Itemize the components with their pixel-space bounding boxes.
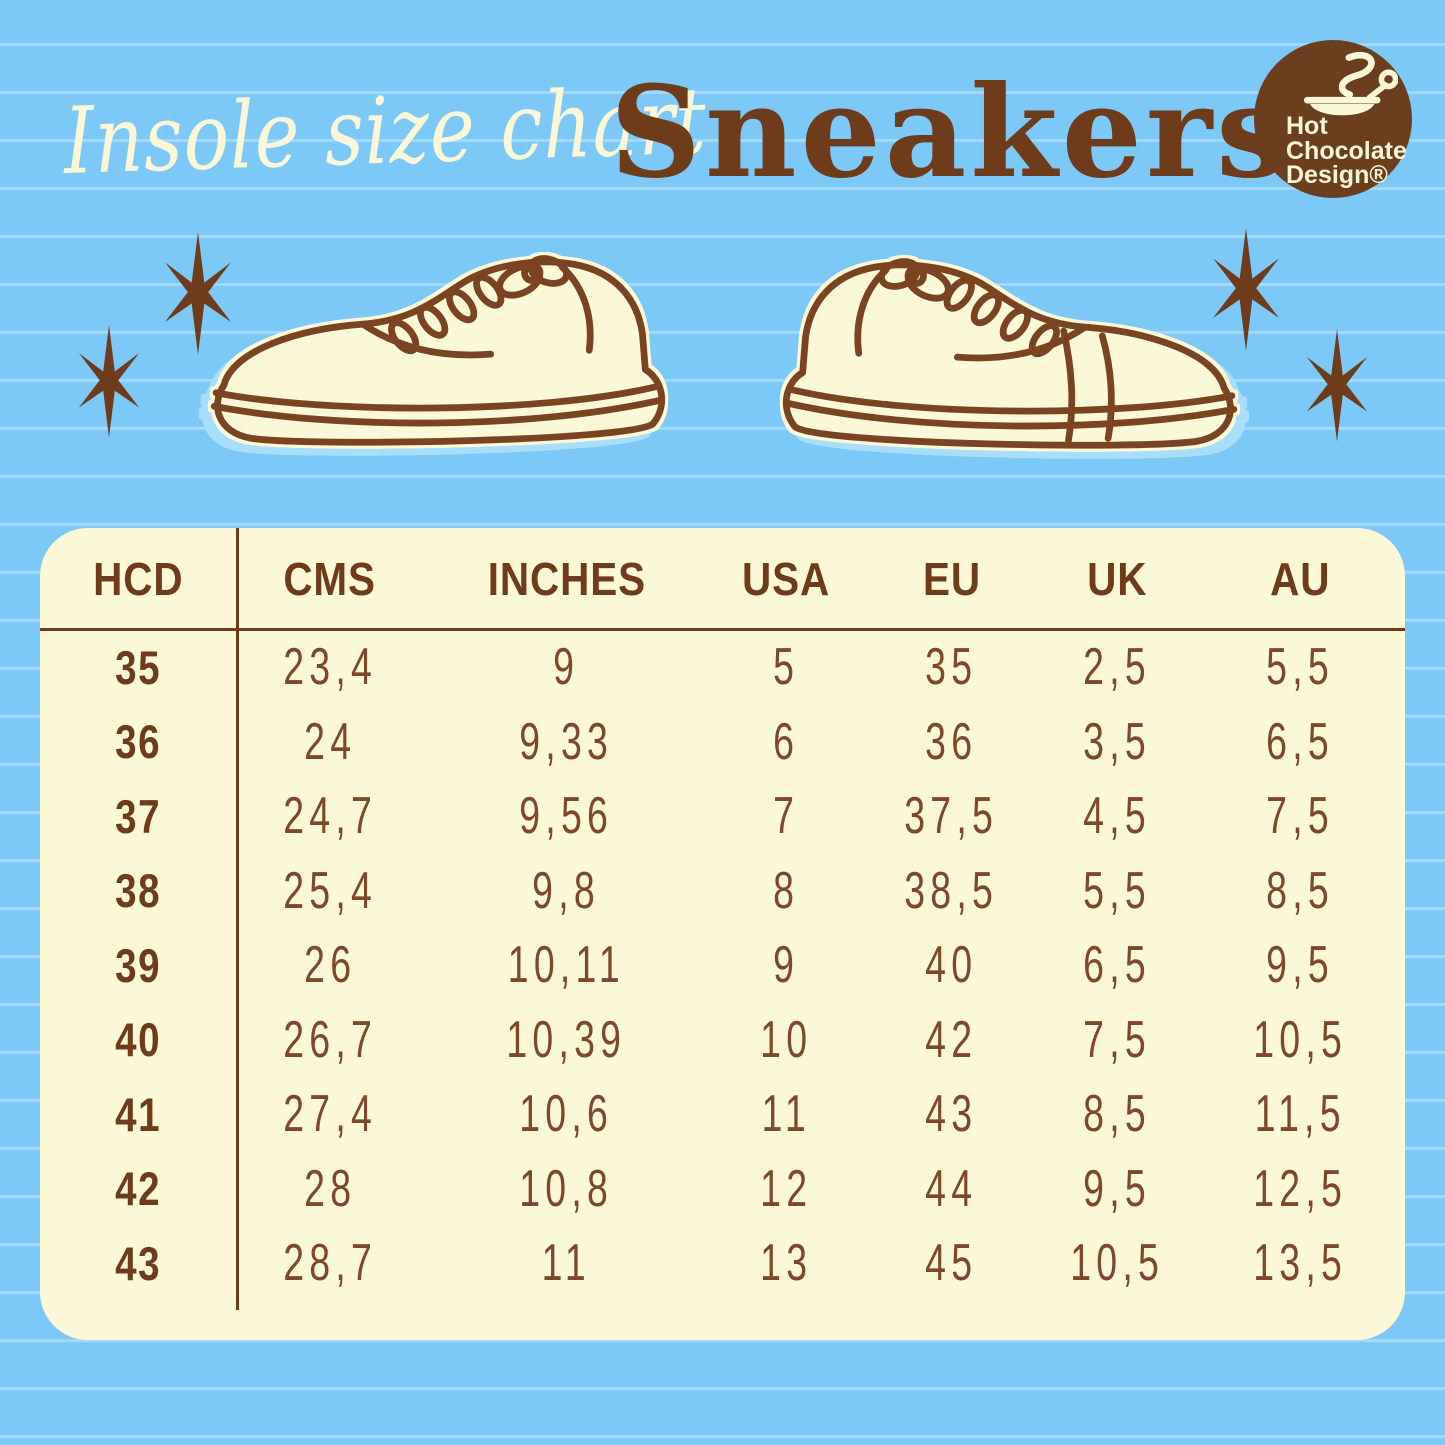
- star-icon: [74, 324, 144, 445]
- table-cell: 37,5: [904, 787, 999, 846]
- table-cell: 12: [760, 1159, 813, 1218]
- table-cell: 45: [925, 1234, 978, 1293]
- table-cell: 10,5: [1070, 1234, 1165, 1293]
- table-cell: 6,5: [1266, 712, 1334, 771]
- row-label-hcd: 37: [115, 789, 162, 843]
- table-cell: 9,5: [1266, 936, 1334, 995]
- table-cell: 10: [760, 1010, 813, 1069]
- star-icon: [160, 230, 236, 363]
- row-label-hcd: 41: [115, 1087, 162, 1141]
- table-cell: 9: [773, 936, 800, 995]
- table-cell: 26: [303, 936, 357, 995]
- column-header-au: AU: [1269, 553, 1331, 605]
- table-header-row: HCD CMS INCHES USA EU UK AU: [40, 528, 1405, 630]
- table-cell: 12,5: [1253, 1159, 1347, 1218]
- table-cell: 36: [925, 712, 978, 771]
- row-label-hcd: 35: [115, 640, 162, 694]
- table-cell: 13,5: [1253, 1234, 1347, 1293]
- table-cell: 24,7: [283, 787, 377, 846]
- table-cell: 38,5: [904, 861, 999, 920]
- table-cell: 10,5: [1253, 1010, 1347, 1069]
- table-cell: 13: [760, 1234, 813, 1293]
- column-header-uk: UK: [1087, 553, 1148, 605]
- table-cell: 25,4: [283, 861, 377, 920]
- table-cell: 24: [303, 712, 357, 771]
- row-label-hcd: 39: [115, 938, 162, 992]
- table-cell: 9: [553, 638, 580, 697]
- coffee-cup-icon: [1294, 50, 1399, 127]
- column-header-inches: INCHES: [487, 553, 646, 605]
- column-header-cms: CMS: [283, 553, 377, 605]
- table-cell: 43: [925, 1085, 978, 1144]
- table-cell: 5,5: [1083, 861, 1152, 920]
- table-cell: 10,11: [507, 936, 626, 995]
- table-cell: 28,7: [283, 1234, 377, 1293]
- table-cell: 27,4: [283, 1085, 377, 1144]
- table-cell: 35: [925, 638, 978, 697]
- table-body: 35 23,4 9 5 35 2,5 5,5 36 24 9,33 6 36 3,5 6,5 37 24,7 9…: [40, 630, 1405, 1301]
- table-cell: 6: [773, 712, 800, 771]
- table-cell: 3,5: [1083, 712, 1152, 771]
- table-cell: 11: [541, 1234, 592, 1293]
- table-cell: 7,5: [1266, 787, 1334, 846]
- page-title: Sneakers: [610, 58, 1292, 206]
- table-cell: 5: [773, 638, 800, 697]
- brand-name: Hot Chocolate Design®: [1286, 114, 1407, 188]
- table-cell: 8,5: [1266, 861, 1334, 920]
- star-icon: [1302, 328, 1372, 449]
- left-sneaker-illustration: [196, 242, 708, 479]
- column-divider-line: [236, 528, 239, 1310]
- table-cell: 10,8: [519, 1159, 614, 1218]
- row-label-hcd: 40: [115, 1013, 162, 1067]
- table-cell: 8: [773, 861, 800, 920]
- table-cell: 2,5: [1083, 638, 1152, 697]
- table-cell: 9,33: [519, 712, 614, 771]
- brand-line-3: Design®: [1286, 161, 1388, 189]
- table-cell: 11,5: [1254, 1085, 1346, 1144]
- star-icon: [1208, 226, 1284, 359]
- table-cell: 44: [925, 1159, 978, 1218]
- table-cell: 9,5: [1083, 1159, 1152, 1218]
- table-cell: 6,5: [1083, 936, 1152, 995]
- table-cell: 26,7: [283, 1010, 377, 1069]
- table-cell: 11: [761, 1085, 812, 1144]
- table-cell: 9,8: [532, 861, 601, 920]
- table-cell: 9,56: [519, 787, 614, 846]
- header-divider-line: [40, 628, 1405, 631]
- table-cell: 23,4: [283, 638, 377, 697]
- row-label-hcd: 36: [115, 715, 162, 769]
- table-cell: 7,5: [1083, 1010, 1152, 1069]
- brand-line-1: Hot: [1286, 112, 1328, 140]
- size-table: HCD CMS INCHES USA EU UK AU 35 23,4 9 5 35 2,5 5,5 36…: [40, 528, 1405, 1340]
- table-cell: 10,39: [506, 1010, 627, 1069]
- row-label-hcd: 38: [115, 864, 162, 918]
- table-cell: 7: [773, 787, 800, 846]
- table-cell: 42: [925, 1010, 978, 1069]
- brand-line-2: Chocolate: [1286, 136, 1407, 165]
- right-sneaker-illustration: [740, 245, 1252, 482]
- row-label-hcd: 43: [115, 1236, 162, 1290]
- table-cell: 8,5: [1083, 1085, 1152, 1144]
- table-cell: 4,5: [1083, 787, 1152, 846]
- table-cell: 5,5: [1266, 638, 1334, 697]
- table-cell: 28: [303, 1159, 357, 1218]
- table-cell: 40: [925, 936, 978, 995]
- brand-logo: Hot Chocolate Design®: [1254, 40, 1412, 198]
- row-label-hcd: 42: [115, 1162, 162, 1216]
- column-header-usa: USA: [742, 553, 831, 605]
- column-header-hcd: HCD: [93, 553, 184, 605]
- table-cell: 10,6: [519, 1085, 614, 1144]
- column-header-eu: EU: [922, 553, 981, 605]
